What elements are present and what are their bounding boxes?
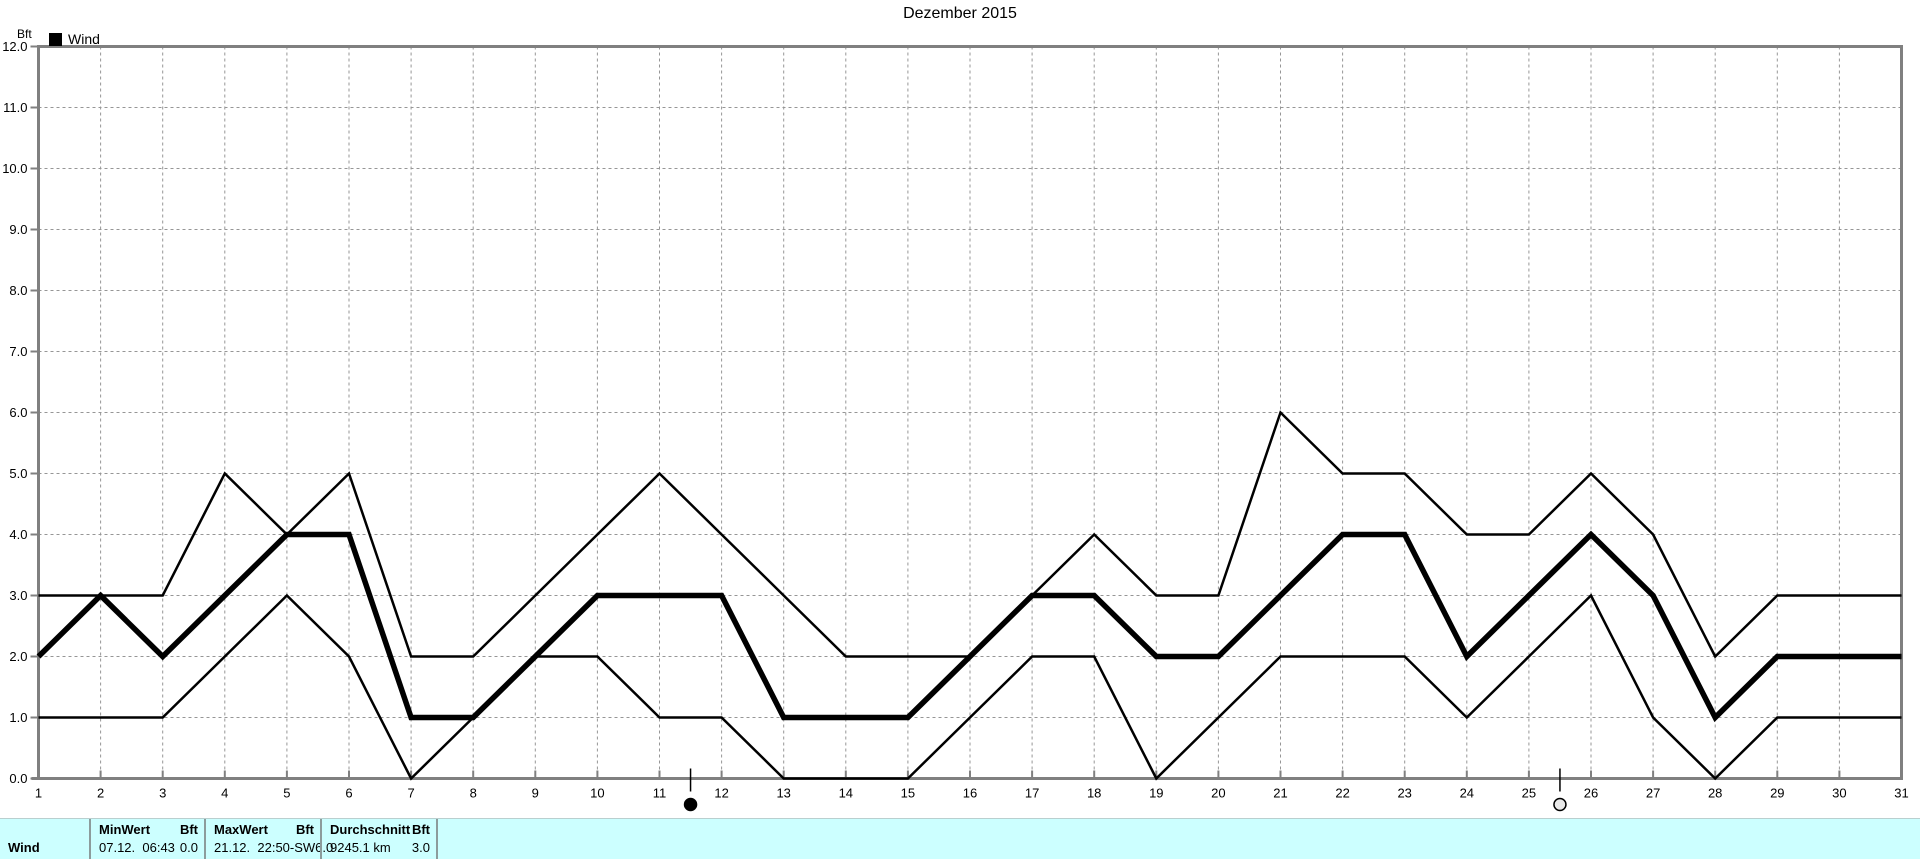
y-tick-label: 4.0 (9, 527, 27, 542)
wind-chart-plot: 12.0 11.0 10.0 9.0 8.0 7.0 6.0 5.0 4.0 3.0 2.0 1.0 0… (2, 39, 1909, 812)
x-tick-label: 16 (963, 786, 977, 801)
x-tick-label: 2 (97, 786, 104, 801)
x-tick-label: 8 (470, 786, 477, 801)
series-daily-minimum (38, 593, 1902, 781)
y-tick-label: 3.0 (9, 588, 27, 603)
new-moon-icon (683, 797, 698, 812)
minwert-header: MinWert (99, 822, 151, 838)
x-tick-label: 1 (35, 786, 42, 801)
x-tick-label: 29 (1770, 786, 1784, 801)
summary-col-minwert: MinWert Bft 07.12. 06:43 0.0 (89, 819, 204, 859)
legend-swatch-wind (49, 32, 62, 46)
x-tick-label: 17 (1025, 786, 1039, 801)
x-tick-label: 31 (1894, 786, 1908, 801)
x-tick-label: 10 (590, 786, 604, 801)
x-tick-label: 4 (221, 786, 228, 801)
x-tick-label: 30 (1832, 786, 1846, 801)
durchschnitt-header: Durchschnitt (330, 822, 411, 838)
minwert-value: 07.12. 06:43 (99, 839, 175, 855)
full-moon-icon (1553, 797, 1567, 812)
summary-table: Wind MinWert Bft 07.12. 06:43 0.0 MaxWer… (0, 818, 1920, 859)
x-tick-label: 5 (283, 786, 290, 801)
maxwert-unit-header: Bft (295, 822, 314, 838)
x-tick-label: 14 (839, 786, 853, 801)
x-tick-label: 7 (407, 786, 414, 801)
x-tick-label: 21 (1273, 786, 1287, 801)
y-tick-label: 9.0 (9, 222, 27, 237)
x-tick-label: 26 (1584, 786, 1598, 801)
x-tick-label: 19 (1149, 786, 1163, 801)
x-tick-label: 11 (653, 786, 667, 801)
x-tick-label: 13 (776, 786, 790, 801)
durchschnitt-unit-value: 3.0 (411, 839, 430, 855)
y-tick-label: 5.0 (9, 466, 27, 481)
x-tick-label: 3 (159, 786, 166, 801)
minwert-unit-header: Bft (179, 822, 198, 838)
y-tick-label: 7.0 (9, 344, 27, 359)
x-tick-label: 25 (1522, 786, 1536, 801)
maxwert-value: 21.12. 22:50-SW (214, 839, 316, 855)
x-tick-label: 12 (714, 786, 728, 801)
maxwert-header: MaxWert (214, 822, 268, 838)
summary-col-row-label: Wind (0, 819, 89, 859)
x-tick-label: 20 (1211, 786, 1225, 801)
x-tick-label: 6 (345, 786, 352, 801)
x-tick-label: 28 (1708, 786, 1722, 801)
maxwert-unit-value: 6.0 (315, 839, 334, 855)
legend: Wind (49, 31, 100, 47)
series-daily-average (36, 530, 1902, 723)
summary-col-empty (436, 819, 1920, 859)
summary-col-maxwert: MaxWert Bft 21.12. 22:50-SW 6.0 (204, 819, 333, 859)
y-axis-unit-label: Bft (17, 27, 32, 41)
x-tick-label: 27 (1646, 786, 1660, 801)
y-tick-label: 1.0 (9, 710, 27, 725)
y-tick-label: 0.0 (9, 771, 27, 786)
x-tick-label: 18 (1087, 786, 1101, 801)
x-tick-label: 15 (901, 786, 915, 801)
y-tick-label: 11.0 (3, 100, 27, 115)
durchschnitt-value: 9245.1 km (330, 839, 391, 855)
legend-label: Wind (68, 31, 100, 47)
x-tick-label: 24 (1460, 786, 1474, 801)
summary-row-label: Wind (8, 839, 40, 855)
x-tick-label: 22 (1335, 786, 1349, 801)
x-tick-label: 9 (532, 786, 539, 801)
y-tick-label: 10.0 (2, 161, 27, 176)
y-tick-label: 12.0 (2, 39, 27, 54)
y-tick-label: 8.0 (9, 283, 27, 298)
summary-col-durchschnitt: Durchschnitt Bft 9245.1 km 3.0 (320, 819, 436, 859)
y-tick-label: 6.0 (9, 405, 27, 420)
chart-title: Dezember 2015 (903, 5, 1017, 22)
x-tick-label: 23 (1397, 786, 1411, 801)
durchschnitt-unit-header: Bft (411, 822, 430, 838)
y-tick-label: 2.0 (9, 649, 27, 664)
minwert-unit-value: 0.0 (179, 839, 198, 855)
